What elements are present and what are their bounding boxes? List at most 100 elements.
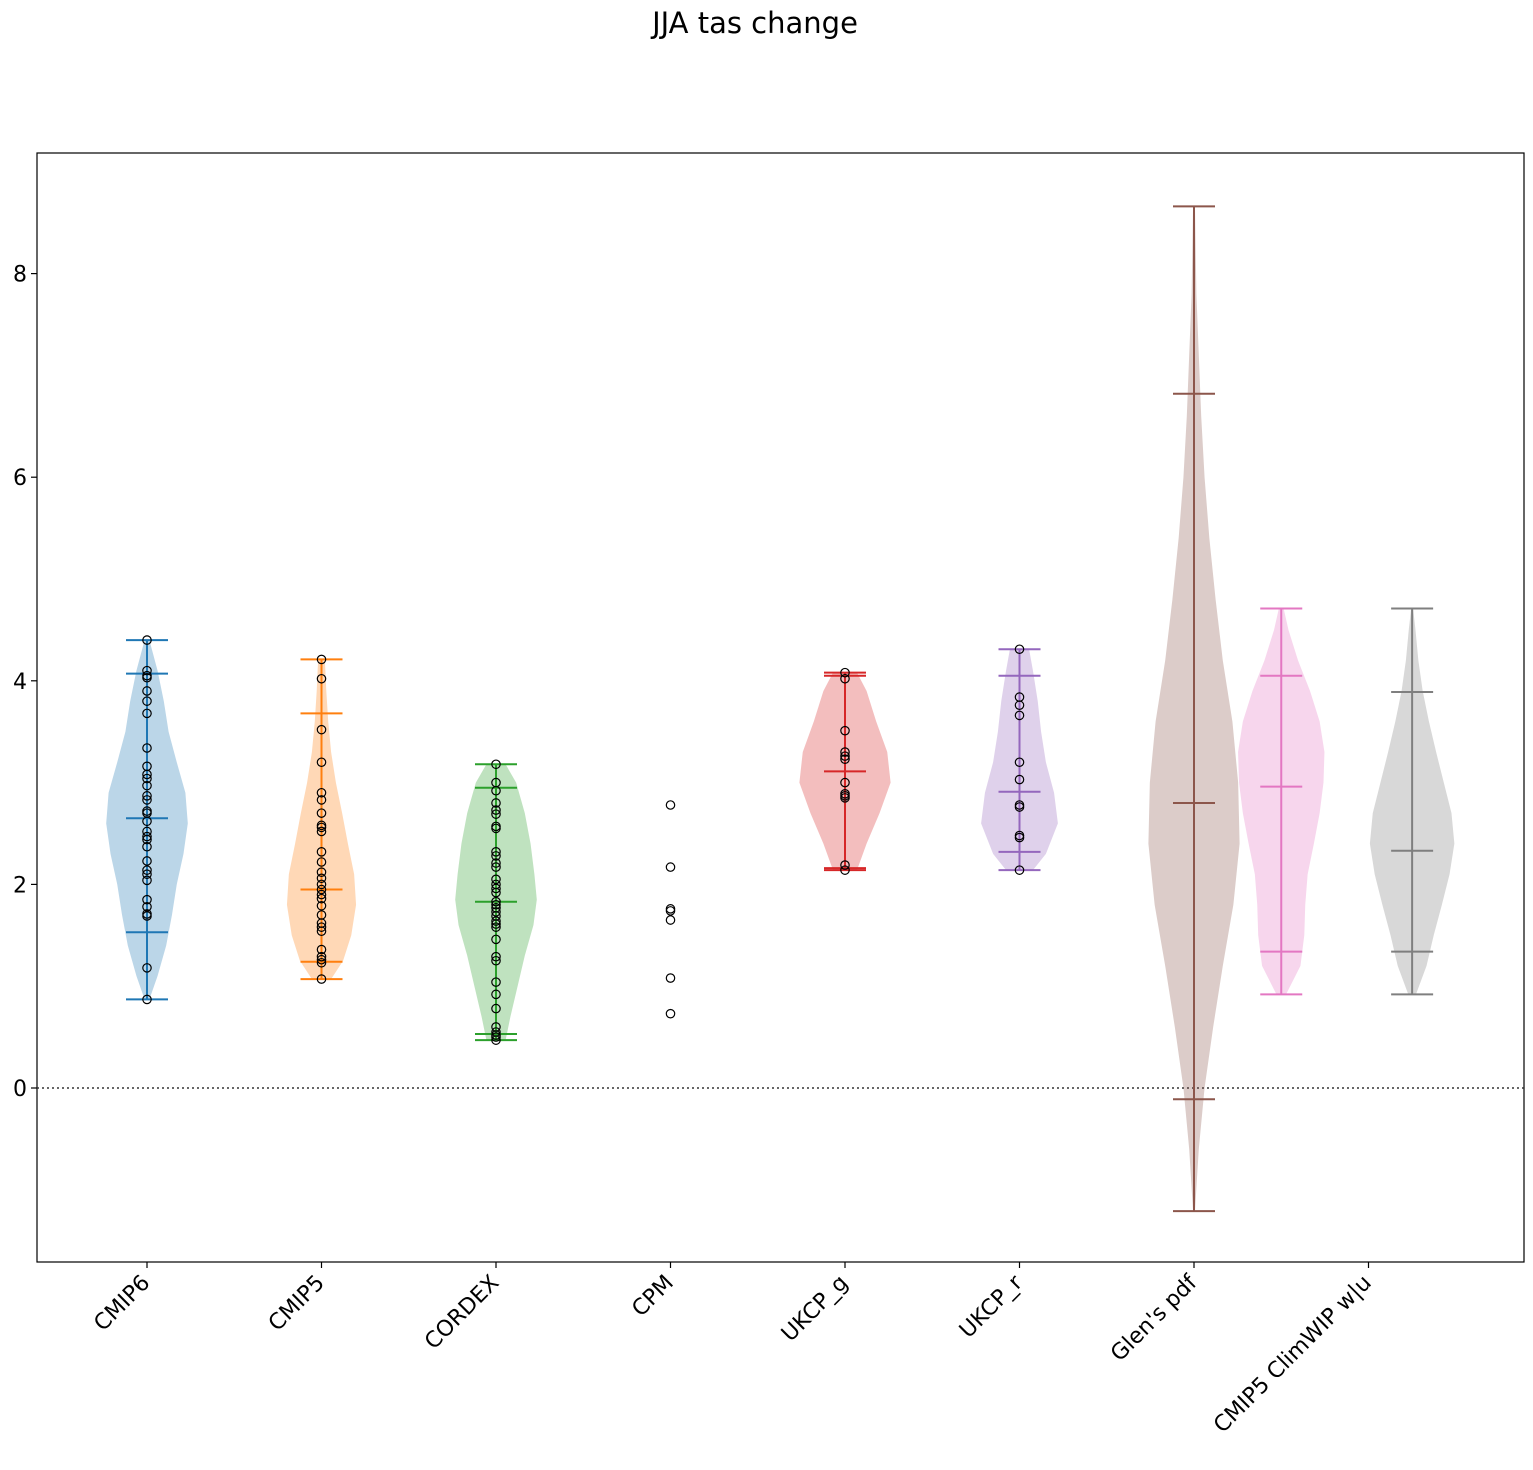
- data-point: [316, 673, 327, 684]
- data-point: [316, 974, 327, 984]
- data-point: [142, 670, 152, 681]
- data-point: [316, 889, 327, 900]
- y-tick-label: 4: [13, 670, 27, 695]
- data-point: [491, 879, 501, 890]
- data-point: [316, 857, 327, 867]
- data-point: [665, 800, 676, 810]
- data-point: [316, 884, 327, 895]
- data-point: [491, 862, 501, 872]
- data-point: [142, 875, 152, 886]
- data-point: [491, 951, 501, 962]
- data-point: [316, 900, 327, 911]
- y-tick-label: 8: [13, 263, 27, 288]
- data-point: [316, 873, 327, 884]
- data-point: [316, 879, 327, 890]
- data-point: [840, 667, 850, 678]
- data-point: [840, 860, 850, 870]
- data-point: [316, 867, 327, 877]
- data-point: [840, 865, 850, 875]
- data-point: [491, 759, 501, 770]
- data-point: [316, 951, 327, 962]
- data-point: [1014, 692, 1025, 702]
- data-point: [491, 907, 501, 917]
- data-point: [491, 883, 501, 894]
- data-point: [142, 696, 152, 706]
- plot-area: [36, 152, 1525, 1263]
- data-point: [1014, 830, 1025, 841]
- data-point: [316, 724, 327, 735]
- data-point: [142, 841, 152, 852]
- data-point: [142, 795, 152, 805]
- data-point: [142, 743, 152, 753]
- y-tick-label: 0: [13, 1077, 27, 1102]
- data-point: [491, 934, 501, 945]
- data-point: [316, 795, 327, 805]
- data-point: [840, 777, 850, 788]
- data-point: [840, 673, 850, 684]
- data-point: [665, 904, 676, 914]
- data-point: [316, 847, 327, 857]
- data-point: [142, 994, 152, 1005]
- data-point: [491, 1003, 501, 1014]
- data-point: [491, 922, 501, 932]
- data-point: [491, 977, 501, 987]
- data-point: [491, 777, 501, 788]
- data-point: [1014, 865, 1025, 875]
- data-point: [491, 851, 501, 861]
- data-point: [142, 773, 152, 784]
- data-point: [665, 1008, 676, 1019]
- data-point: [491, 809, 501, 819]
- data-point: [142, 909, 152, 919]
- data-point: [491, 955, 501, 966]
- data-point: [316, 944, 327, 955]
- data-point: [142, 780, 152, 791]
- x-tick-label: CMIP5: [264, 1271, 330, 1337]
- data-point: [491, 989, 501, 1000]
- data-point: [142, 635, 152, 645]
- data-point: [491, 858, 501, 868]
- data-point: [840, 751, 850, 761]
- data-point: [142, 831, 152, 842]
- data-point: [142, 894, 152, 905]
- x-tick-label: Glen's pdf: [1106, 1270, 1203, 1367]
- data-point: [316, 893, 327, 904]
- data-point: [491, 1022, 501, 1032]
- data-point: [316, 757, 327, 768]
- data-point: [491, 798, 501, 808]
- data-point: [142, 686, 152, 696]
- data-point: [1014, 800, 1025, 810]
- data-point: [491, 896, 501, 907]
- data-point: [142, 869, 152, 880]
- data-point: [491, 805, 501, 815]
- x-tick-label: CORDEX: [420, 1271, 504, 1355]
- data-point: [491, 899, 501, 910]
- y-tick-label: 2: [13, 873, 27, 898]
- data-point: [840, 788, 850, 799]
- data-point: [840, 754, 850, 764]
- data-point: [491, 916, 501, 926]
- data-point: [142, 708, 152, 719]
- x-tick-label: UKCP_r: [955, 1270, 1029, 1344]
- data-point: [491, 874, 501, 885]
- data-point: [316, 808, 327, 818]
- data-point: [142, 963, 152, 973]
- chart-title: JJA tas change: [650, 6, 858, 40]
- data-point: [316, 910, 327, 920]
- x-tick-label: CPM: [627, 1271, 678, 1322]
- data-point: [1014, 644, 1025, 655]
- data-point: [491, 821, 501, 832]
- data-point: [142, 761, 152, 772]
- data-point: [491, 1027, 501, 1037]
- data-point: [665, 973, 676, 983]
- x-tick-label: CMIP6: [89, 1271, 155, 1337]
- data-point: [1014, 757, 1025, 768]
- data-point: [142, 865, 152, 875]
- data-point: [142, 791, 152, 801]
- data-point: [665, 862, 676, 872]
- data-point: [316, 654, 327, 665]
- data-point: [491, 903, 501, 913]
- data-point: [142, 806, 152, 816]
- data-point: [491, 847, 501, 857]
- data-point: [316, 954, 327, 965]
